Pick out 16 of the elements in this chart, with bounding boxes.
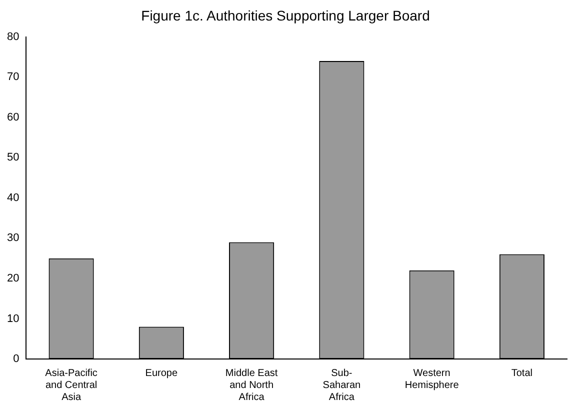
x-tick-label: Europe <box>145 368 178 379</box>
x-tick-label: Sub-Saharan Africa <box>322 368 361 403</box>
y-tick-label: 0 <box>13 353 20 366</box>
y-tick-label: 50 <box>6 152 20 164</box>
y-tick-label: 80 <box>6 30 20 43</box>
x-tick-label: Total <box>511 368 532 379</box>
y-tick-label: 10 <box>6 312 20 325</box>
y-tick-label: 20 <box>6 272 20 284</box>
y-tick-label: 60 <box>6 111 20 124</box>
x-tick-label: Middle East and North Africa <box>225 368 278 403</box>
x-tick-label: Asia-Pacific and Central Asia <box>45 368 98 403</box>
y-tick-label: 30 <box>6 232 20 244</box>
chart-title: Figure 1c. Authorities Supporting Larger Board <box>141 7 430 24</box>
y-tick-label: 40 <box>6 192 20 204</box>
y-tick-label: 70 <box>6 71 20 84</box>
x-tick-label: Western Hemisphere <box>404 368 460 391</box>
